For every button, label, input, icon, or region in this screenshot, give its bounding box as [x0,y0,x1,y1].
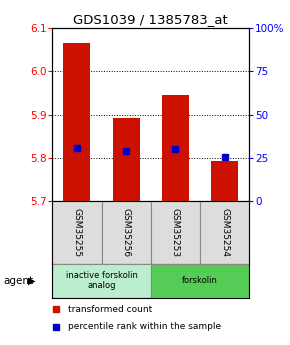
Bar [162,95,189,201]
Text: forskolin: forskolin [182,276,218,285]
Bar [151,201,200,264]
Bar [151,264,249,298]
Bar [200,201,249,264]
Text: agent: agent [3,276,33,286]
Bar [113,118,140,201]
Title: GDS1039 / 1385783_at: GDS1039 / 1385783_at [73,13,228,27]
Bar [63,43,90,201]
Text: ▶: ▶ [28,276,35,286]
Text: percentile rank within the sample: percentile rank within the sample [68,322,221,331]
Bar [102,201,151,264]
Text: GSM35253: GSM35253 [171,208,180,257]
Text: GSM35256: GSM35256 [122,208,131,257]
Text: inactive forskolin
analog: inactive forskolin analog [66,271,137,290]
Text: GSM35254: GSM35254 [220,208,229,257]
Text: GSM35255: GSM35255 [72,208,81,257]
Bar [211,161,238,201]
Text: transformed count: transformed count [68,305,152,314]
Bar [52,201,102,264]
Bar [52,264,151,298]
